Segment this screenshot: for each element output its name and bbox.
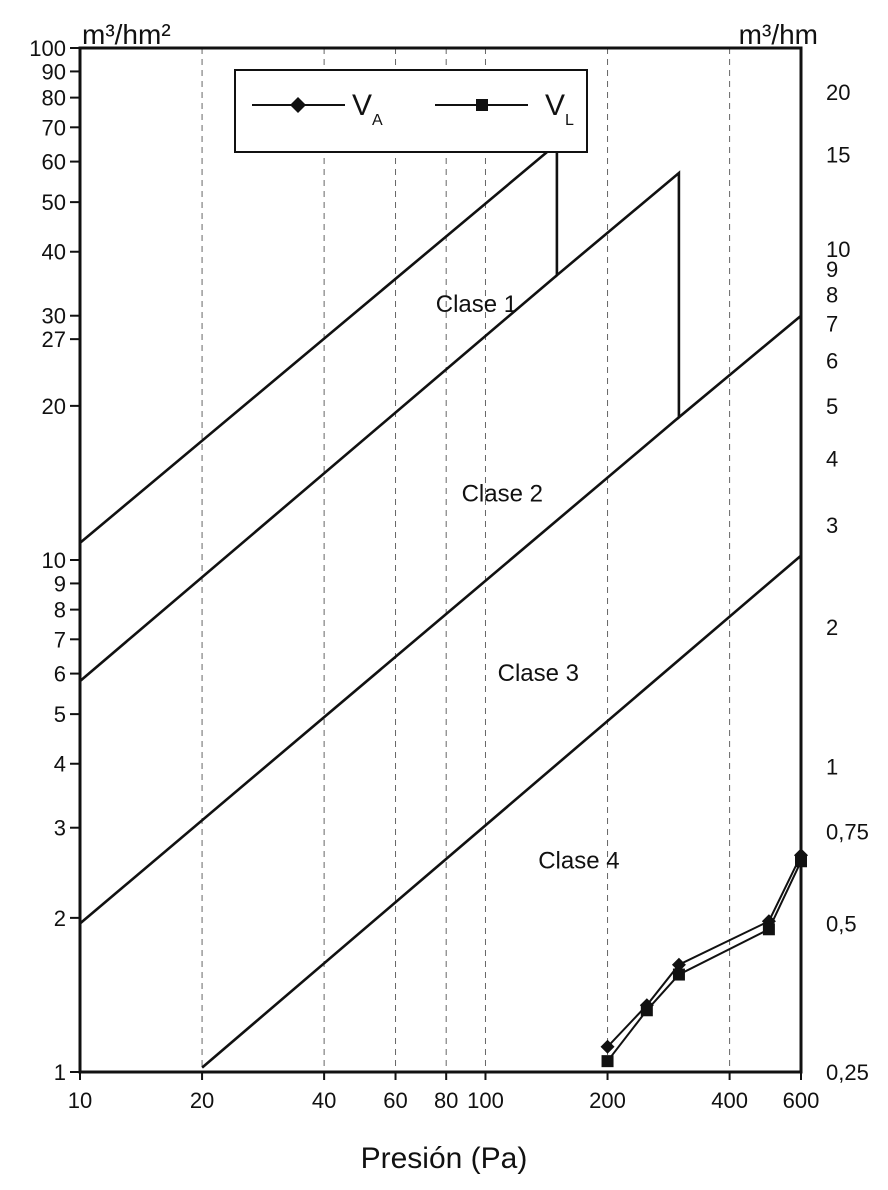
- right-tick-label-6: 4: [826, 446, 838, 471]
- left-tick-label-1: 1: [54, 1060, 66, 1085]
- series-line-VL: [606, 860, 802, 1062]
- left-tick-label-50: 50: [42, 190, 66, 215]
- right-tick-label-9: 7: [826, 311, 838, 336]
- grid-lines: [201, 48, 731, 1072]
- right-tick-label-0: 0,25: [826, 1060, 869, 1085]
- x-tick-label-200: 200: [589, 1088, 626, 1113]
- left-tick-label-10: 10: [42, 548, 66, 573]
- left-tick-label-100: 100: [29, 36, 66, 61]
- class-line-2: [79, 274, 558, 683]
- left-tick-label-90: 90: [42, 59, 66, 84]
- data-series: [600, 848, 808, 1068]
- right-axis-unit: m³/hm: [739, 19, 818, 50]
- x-tick-label-400: 400: [711, 1088, 748, 1113]
- left-tick-label-7: 7: [54, 627, 66, 652]
- legend: VA VL: [234, 69, 588, 153]
- plot-frame: [78, 46, 803, 1074]
- right-tick-label-3: 1: [826, 755, 838, 780]
- left-tick-label-9: 9: [54, 571, 66, 596]
- left-tick-label-40: 40: [42, 240, 66, 265]
- class-labels: Clase 1 Clase 2 Clase 3 Clase 4: [436, 291, 620, 874]
- left-tick-label-20: 20: [42, 394, 66, 419]
- legend-box: [234, 69, 588, 153]
- class-line-4: [201, 554, 802, 1069]
- left-tick-label-70: 70: [42, 115, 66, 140]
- x-tick-label-40: 40: [312, 1088, 336, 1113]
- x-tick-label-600: 600: [783, 1088, 820, 1113]
- left-tick-label-60: 60: [42, 150, 66, 175]
- left-tick-label-2: 2: [54, 906, 66, 931]
- class-label-4: Clase 4: [538, 847, 619, 874]
- class-label-2: Clase 2: [462, 481, 543, 508]
- series-point-VL-2: [672, 968, 685, 981]
- left-tick-label-80: 80: [42, 86, 66, 111]
- left-tick-label-6: 6: [54, 662, 66, 687]
- class-label-1: Clase 1: [436, 291, 517, 318]
- x-tick-label-80: 80: [434, 1088, 458, 1113]
- right-tick-label-1: 0,5: [826, 912, 857, 937]
- right-tick-label-8: 6: [826, 349, 838, 374]
- x-axis-ticks: 10 20 40 60 80 100 200 400 600: [68, 1072, 820, 1113]
- x-tick-label-20: 20: [190, 1088, 214, 1113]
- left-tick-label-27: 27: [42, 327, 66, 352]
- series-point-VL-3: [762, 923, 775, 936]
- right-tick-label-2: 0,75: [826, 819, 869, 844]
- left-tick-label-5: 5: [54, 702, 66, 727]
- legend-label-vl: VL: [545, 89, 574, 129]
- x-tick-label-10: 10: [68, 1088, 92, 1113]
- series-point-VL-1: [640, 1004, 653, 1017]
- left-axis-unit: m³/hm²: [82, 19, 171, 50]
- class-line-3: [79, 416, 680, 925]
- legend-label-va: VA: [352, 89, 383, 129]
- right-tick-label-12: 10: [826, 237, 850, 262]
- right-tick-label-5: 3: [826, 513, 838, 538]
- series-line-VA: [606, 854, 802, 1048]
- left-tick-label-4: 4: [54, 752, 66, 777]
- x-tick-label-100: 100: [467, 1088, 504, 1113]
- class-line-1: [79, 141, 802, 544]
- legend-marker-vl: [476, 99, 488, 111]
- left-tick-label-30: 30: [42, 304, 66, 329]
- right-tick-label-4: 2: [826, 615, 838, 640]
- right-tick-label-14: 20: [826, 80, 850, 105]
- series-point-VA-2: [671, 957, 686, 972]
- left-tick-label-3: 3: [54, 816, 66, 841]
- right-tick-label-11: 9: [826, 257, 838, 282]
- class-label-3: Clase 3: [498, 660, 579, 687]
- right-tick-label-7: 5: [826, 394, 838, 419]
- legend-marker-va: [290, 97, 306, 113]
- x-tick-label-60: 60: [383, 1088, 407, 1113]
- x-axis-label: Presión (Pa): [361, 1142, 528, 1175]
- right-tick-label-13: 15: [826, 142, 850, 167]
- series-point-VL-0: [601, 1055, 614, 1068]
- right-tick-label-10: 8: [826, 283, 838, 308]
- class-lines: [79, 141, 802, 1069]
- series-point-VA-0: [600, 1039, 615, 1054]
- left-tick-label-8: 8: [54, 598, 66, 623]
